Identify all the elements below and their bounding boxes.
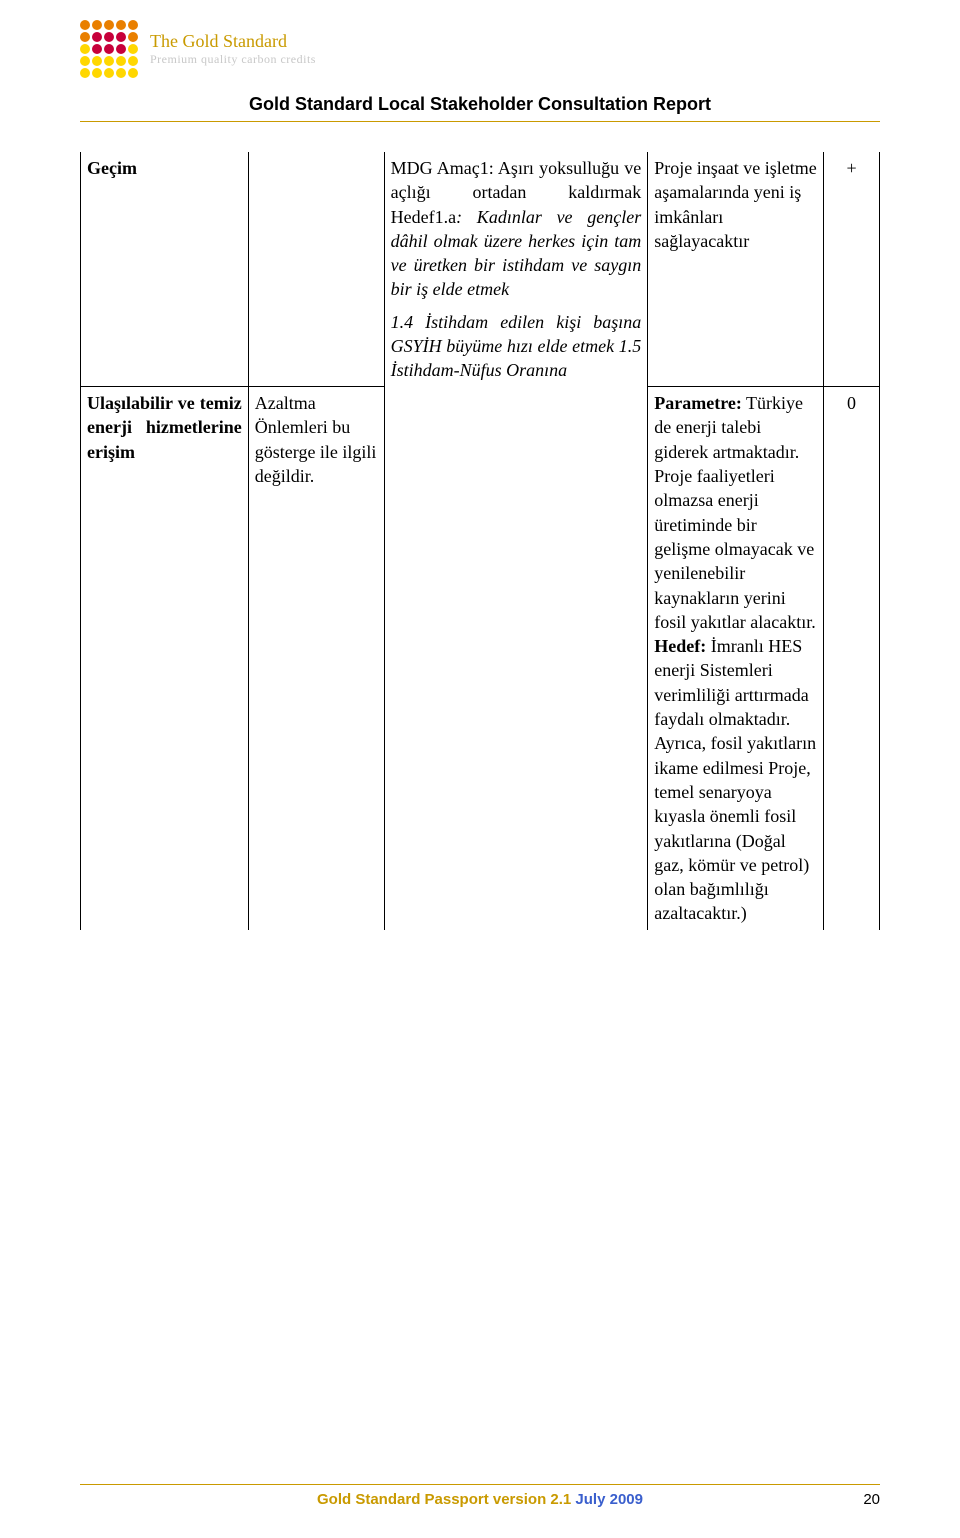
table-row: Geçim MDG Amaç1: Aşırı yoksulluğu ve açl…	[81, 152, 880, 306]
cell-text: Proje inşaat ve işletme aşamalarında yen…	[654, 158, 816, 251]
cell-text: Azaltma Önlemleri bu gösterge ile ilgili…	[255, 393, 377, 486]
cell-text: Geçim	[87, 158, 137, 178]
cell-indicator: MDG Amaç1: Aşırı yoksulluğu ve açlığı or…	[384, 152, 648, 306]
footer-gold: Gold Standard Passport version 2.1	[317, 1491, 575, 1508]
cell-mitigation: Azaltma Önlemleri bu gösterge ile ilgili…	[248, 387, 384, 930]
page-footer: Gold Standard Passport version 2.1 July …	[80, 1484, 880, 1508]
cell-parameter: Parametre: Türkiye de enerji talebi gide…	[648, 387, 824, 930]
brand-title: The Gold Standard	[150, 31, 316, 52]
header-logo: The Gold Standard Premium quality carbon…	[80, 20, 880, 78]
footer-text: Gold Standard Passport version 2.1 July …	[317, 1491, 643, 1508]
content-table: Geçim MDG Amaç1: Aşırı yoksulluğu ve açl…	[80, 152, 880, 930]
cell-indicator-cont: 1.4 İstihdam edilen kişi başına GSYİH bü…	[384, 306, 648, 387]
report-title: Gold Standard Local Stakeholder Consulta…	[80, 94, 880, 115]
cell-topic: Ulaşılabilir ve temiz enerji hizmetlerin…	[81, 387, 249, 930]
logo-orbs	[80, 20, 138, 78]
brand-text: The Gold Standard Premium quality carbon…	[150, 31, 316, 67]
cell-score: 0	[824, 387, 880, 930]
cell-topic: Geçim	[81, 152, 249, 387]
cell-parameter: Proje inşaat ve işletme aşamalarında yen…	[648, 152, 824, 387]
table-row: Ulaşılabilir ve temiz enerji hizmetlerin…	[81, 387, 880, 930]
footer-rule	[80, 1484, 880, 1485]
cell-text: Ulaşılabilir ve temiz enerji hizmetlerin…	[87, 393, 242, 462]
cell-indicator-empty	[384, 387, 648, 930]
cell-text: +	[846, 158, 856, 178]
cell-text-italic: 1.4 İstihdam edilen kişi başına GSYİH bü…	[391, 312, 642, 381]
page-number: 20	[863, 1491, 880, 1508]
footer-blue: July 2009	[575, 1491, 643, 1508]
cell-text: Türkiye de enerji talebi giderek artmakt…	[654, 393, 815, 632]
header-rule	[80, 121, 880, 122]
cell-text: 0	[847, 393, 856, 413]
cell-score: +	[824, 152, 880, 387]
cell-mitigation	[248, 152, 384, 387]
cell-label: Parametre:	[654, 393, 742, 413]
cell-label: Hedef:	[654, 636, 706, 656]
brand-subtitle: Premium quality carbon credits	[150, 52, 316, 67]
cell-text: İmranlı HES enerji Sistemleri verimliliğ…	[654, 636, 816, 923]
